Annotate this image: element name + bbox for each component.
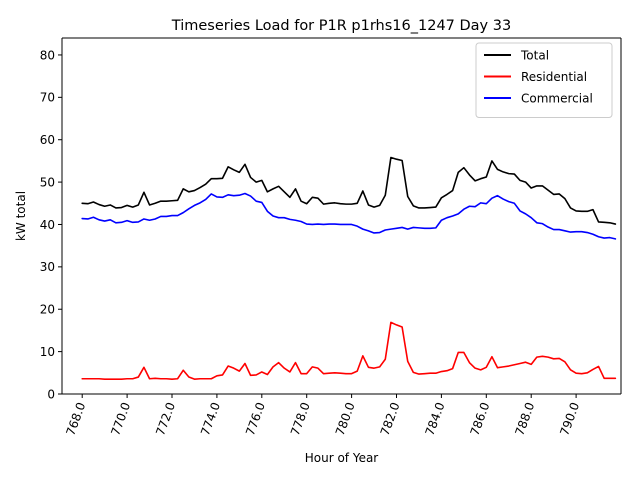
series-line-total [81,156,617,225]
y-axis-label: kW total [14,191,28,241]
y-tick-label: 20 [40,303,55,317]
chart-title: Timeseries Load for P1R p1rhs16_1247 Day… [171,18,511,34]
series-line-commercial [81,192,617,240]
legend-label-total: Total [520,49,549,63]
y-tick-label: 30 [40,260,55,274]
x-axis-label: Hour of Year [305,451,379,465]
y-tick-label: 60 [40,133,55,147]
legend-label-residential: Residential [521,70,587,84]
legend-label-commercial: Commercial [521,92,593,106]
y-tick-label: 40 [40,218,55,232]
series-layer [81,156,617,380]
y-tick-label: 0 [47,387,55,401]
y-tick-label: 10 [40,345,55,359]
y-tick-label: 70 [40,91,55,105]
y-tick-label: 50 [40,175,55,189]
legend: Total Residential Commercial [475,42,613,118]
y-axis-ticks: 0 10 20 30 40 50 60 70 80 [40,48,62,401]
y-tick-label: 80 [40,48,55,62]
series-line-residential [81,321,617,380]
